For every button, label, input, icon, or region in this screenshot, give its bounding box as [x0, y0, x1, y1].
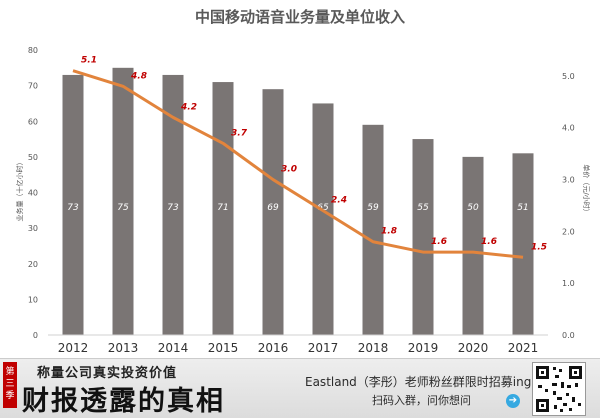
left-tick-label: 20: [28, 260, 38, 269]
banner-promo-text: Eastland（李彤）老师粉丝群限时招募ing: [305, 375, 532, 389]
left-tick-label: 10: [28, 295, 38, 304]
bar-value-label: 55: [417, 203, 429, 213]
x-tick-label: 2017: [308, 341, 339, 355]
bar: [512, 153, 534, 335]
right-tick-label: 1.0: [562, 279, 575, 288]
line-value-label: 1.6: [431, 237, 447, 247]
line-value-label: 1.6: [481, 237, 497, 247]
chart: 中国移动语音业务量及单位收入 0 10 20 30 40 50 60 70 80 0.0 1.0 2…: [15, 8, 591, 355]
line-value-label: 3.7: [231, 128, 248, 138]
left-tick-label: 60: [28, 117, 38, 126]
left-tick-label: 30: [28, 224, 38, 233]
line-value-label: 4.2: [180, 102, 197, 112]
bar-value-label: 71: [217, 203, 228, 213]
x-tick-label: 2021: [508, 341, 539, 355]
right-tick-label: 2.0: [562, 227, 575, 236]
right-tick-label: 4.0: [562, 124, 575, 133]
x-tick-label: 2019: [408, 341, 439, 355]
line-value-label: 3.0: [281, 165, 297, 175]
bar: [262, 89, 284, 335]
bar: [312, 103, 334, 335]
bar-value-label: 73: [67, 203, 79, 213]
x-tick-label: 2018: [358, 341, 389, 355]
line-value-label: 1.5: [531, 242, 547, 252]
left-tick-label: 50: [28, 153, 38, 162]
bar-value-label: 75: [117, 203, 129, 213]
chart-title: 中国移动语音业务量及单位收入: [195, 8, 405, 26]
right-axis-label: 单价（元/小时）: [582, 164, 591, 215]
line-value-label: 2.4: [331, 196, 347, 206]
right-axis: 0.0 1.0 2.0 3.0 4.0 5.0: [562, 72, 575, 340]
bar: [162, 74, 184, 335]
x-tick-label: 2014: [158, 341, 189, 355]
left-tick-label: 40: [28, 189, 38, 198]
banner-subtitle: 称量公司真实投资价值: [37, 366, 178, 381]
bar: [362, 124, 384, 335]
bar: [462, 156, 484, 335]
x-tick-label: 2012: [58, 341, 89, 355]
bars: 73 75 73 71 69 65 59 55 50 51: [62, 67, 534, 335]
left-tick-label: 80: [28, 46, 38, 55]
right-tick-label: 0.0: [562, 331, 575, 340]
line-value-label: 4.8: [130, 71, 147, 81]
bar-value-label: 59: [367, 203, 379, 213]
x-tick-label: 2016: [258, 341, 289, 355]
bar-value-label: 65: [317, 203, 329, 213]
season-badge: 第三季: [3, 362, 17, 408]
x-tick-label: 2015: [208, 341, 239, 355]
right-tick-label: 3.0: [562, 176, 575, 185]
bar: [62, 74, 84, 335]
banner-cta-text[interactable]: 扫码入群，问你想问: [372, 394, 471, 407]
left-axis-label: 业务量（十亿小时）: [15, 159, 24, 222]
bar-value-label: 50: [467, 203, 479, 213]
line-value-label: 5.1: [81, 56, 97, 66]
arrow-right-icon[interactable]: ➔: [506, 394, 520, 408]
x-tick-label: 2020: [458, 341, 489, 355]
bar: [412, 139, 434, 335]
x-tick-label: 2013: [108, 341, 139, 355]
price-line: 5.1 4.8 4.2 3.7 3.0 2.4 1.8 1.6 1.6 1.5: [72, 56, 547, 259]
left-tick-label: 70: [28, 82, 38, 91]
left-axis: 0 10 20 30 40 50 60 70 80: [28, 46, 38, 340]
right-tick-label: 5.0: [562, 72, 575, 81]
price-line-path: [72, 69, 524, 259]
line-value-label: 1.8: [381, 227, 397, 237]
bar-value-label: 69: [267, 203, 279, 213]
bar: [112, 67, 134, 335]
bar-value-label: 51: [517, 203, 528, 213]
bar-value-label: 73: [167, 203, 179, 213]
left-tick-label: 0: [33, 331, 38, 340]
x-axis: 2012 2013 2014 2015 2016 2017 2018 2019 2020 2021: [48, 334, 548, 355]
promo-banner[interactable]: 第三季 称量公司真实投资价值 财报透露的真相 Eastland（李彤）老师粉丝群…: [0, 358, 600, 418]
banner-brand: 财报透露的真相: [22, 386, 225, 417]
qr-code-icon[interactable]: [532, 362, 586, 416]
